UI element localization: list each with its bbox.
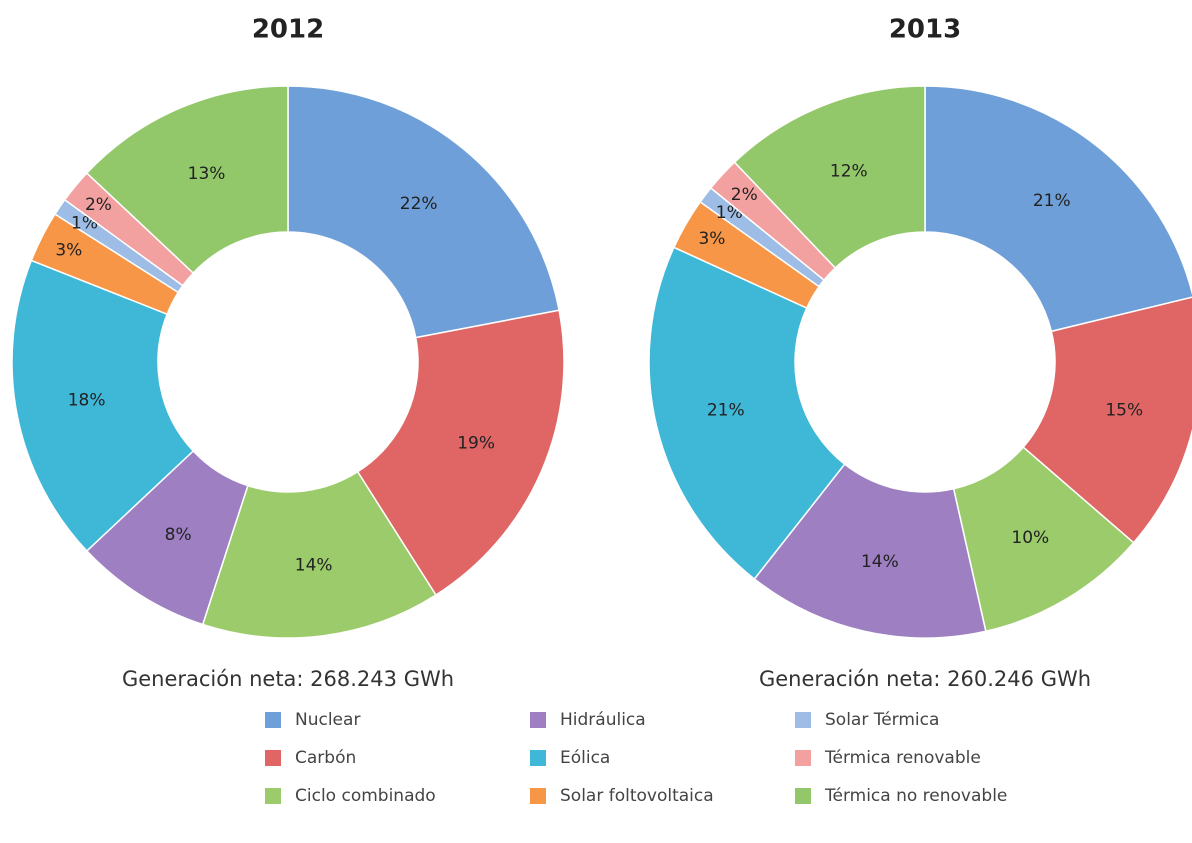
legend-label: Solar Térmica xyxy=(825,710,939,730)
chart-subtitle: Generación neta: 268.243 GWh xyxy=(122,667,454,691)
slice-label: 2% xyxy=(731,185,758,205)
slice xyxy=(85,85,289,275)
chart-subtitle: Generación neta: 260.246 GWh xyxy=(759,667,1091,691)
slice-label: 21% xyxy=(1033,191,1071,211)
slice xyxy=(201,470,437,639)
legend-swatch xyxy=(530,750,546,766)
slice-label: 8% xyxy=(165,525,192,545)
slice xyxy=(924,85,1192,333)
slice xyxy=(733,85,926,269)
slice xyxy=(1022,296,1192,544)
legend-swatch xyxy=(265,712,281,728)
legend-label: Térmica renovable xyxy=(824,748,981,768)
legend-swatch xyxy=(530,712,546,728)
slice-label: 18% xyxy=(68,390,106,410)
legend-swatch xyxy=(530,788,546,804)
chart-title: 2012 xyxy=(252,15,324,45)
slice-label: 3% xyxy=(698,229,725,249)
slice xyxy=(753,463,987,639)
slice xyxy=(356,309,565,597)
legend-swatch xyxy=(795,788,811,804)
slice-label: 14% xyxy=(861,552,899,572)
legend-swatch xyxy=(795,712,811,728)
slice-label: 10% xyxy=(1011,528,1049,548)
legend-label: Carbón xyxy=(295,748,356,768)
slice-label: 19% xyxy=(457,433,495,453)
chart-title: 2013 xyxy=(889,15,961,45)
legend-swatch xyxy=(265,788,281,804)
legend-label: Nuclear xyxy=(295,710,360,730)
legend-swatch xyxy=(795,750,811,766)
legend-label: Térmica no renovable xyxy=(824,786,1007,806)
slice-label: 12% xyxy=(830,162,868,182)
legend-label: Ciclo combinado xyxy=(295,786,436,806)
legend-label: Solar foltovoltaica xyxy=(560,786,714,806)
slice xyxy=(648,246,846,581)
slice-label: 15% xyxy=(1105,400,1143,420)
legend-swatch xyxy=(265,750,281,766)
slice-label: 21% xyxy=(707,400,745,420)
slice-label: 13% xyxy=(188,164,226,184)
slice-label: 2% xyxy=(85,195,112,215)
legend-label: Hidráulica xyxy=(560,710,646,730)
slice xyxy=(11,259,195,552)
slice-label: 3% xyxy=(55,240,82,260)
legend-label: Eólica xyxy=(560,748,610,768)
slice-label: 22% xyxy=(400,194,438,214)
slice-label: 14% xyxy=(295,555,333,575)
slice xyxy=(287,85,560,339)
